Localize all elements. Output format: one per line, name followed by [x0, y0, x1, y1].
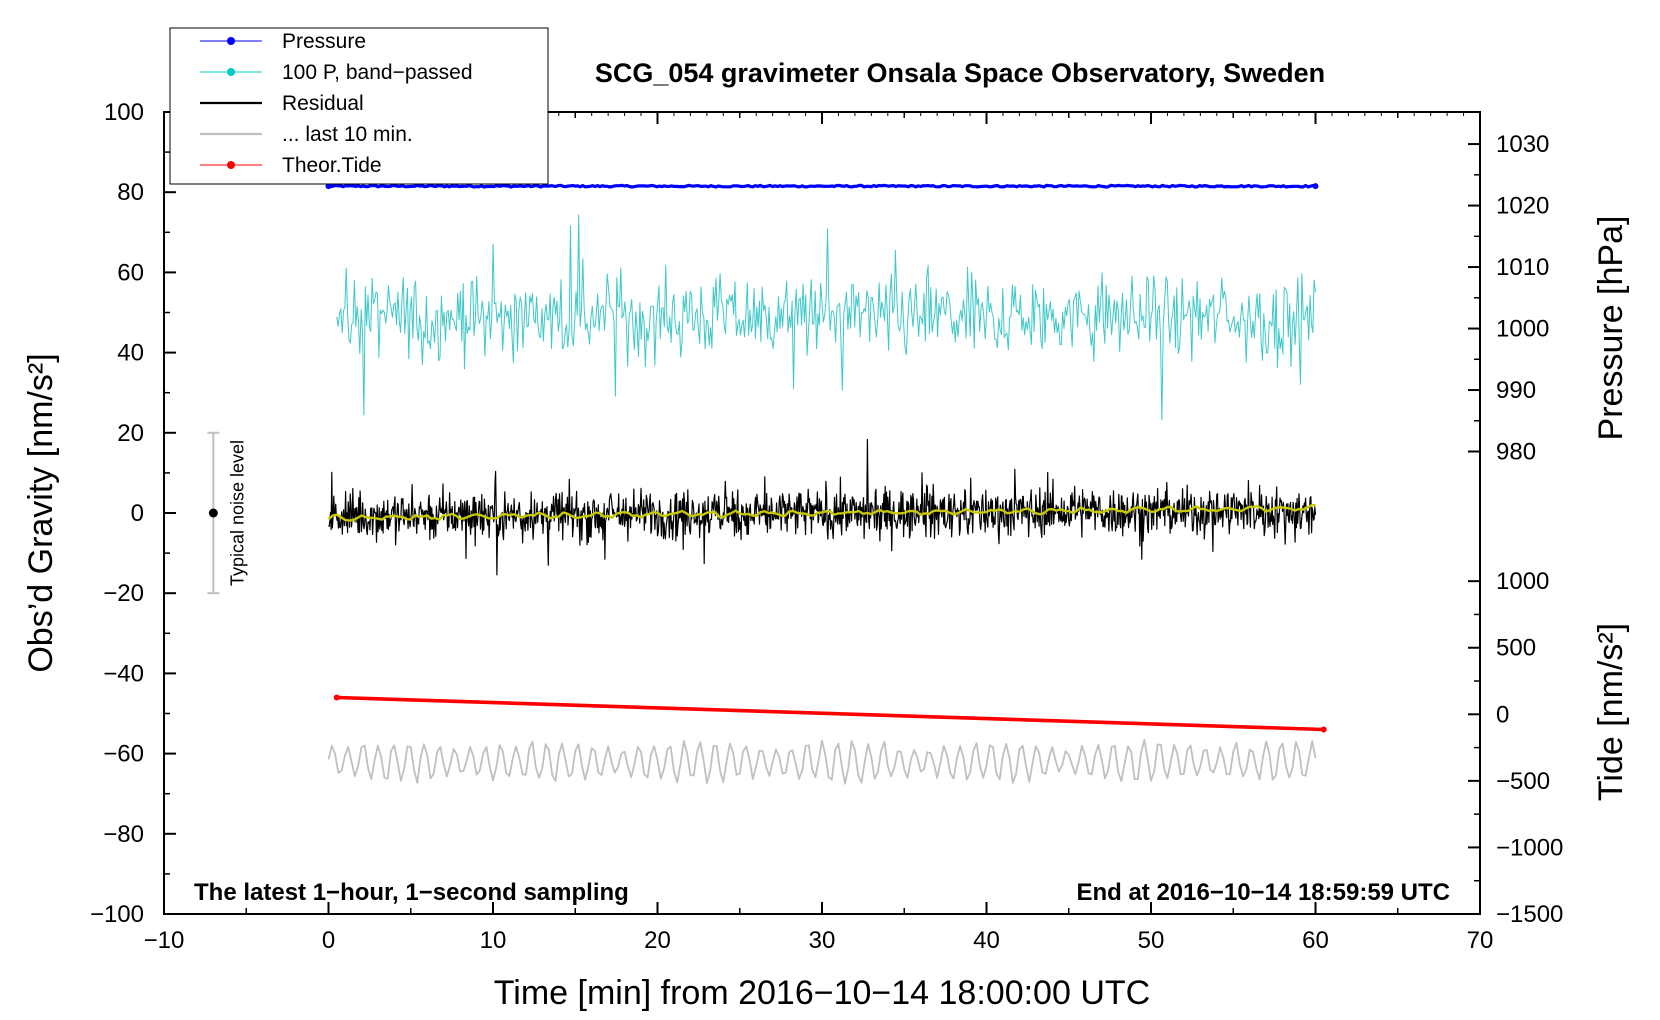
x-tick-label: 70	[1467, 927, 1494, 954]
x-tick-label: 60	[1302, 927, 1329, 954]
plot-frame	[163, 111, 1481, 915]
tide-tick-label: −500	[1496, 768, 1550, 795]
pressure-tick-label: 980	[1496, 439, 1536, 466]
y-axis-title-left: Obs’d Gravity [nm/s²]	[22, 353, 60, 672]
y-tick-label: −20	[103, 580, 144, 607]
y-tick-label: 40	[117, 340, 144, 367]
x-tick-label: −10	[144, 927, 185, 954]
y-tick-label: 0	[131, 500, 144, 527]
y-tick-label: 60	[117, 259, 144, 286]
annotation-right: End at 2016−10−14 18:59:59 UTC	[1076, 879, 1450, 906]
residual-smoothed-series	[327, 504, 1316, 522]
chart-title: SCG_054 gravimeter Onsala Space Observat…	[595, 58, 1325, 88]
y-axis-title-tide: Tide [nm/s²]	[1592, 623, 1630, 801]
pressure-end-marker	[1312, 183, 1319, 190]
x-axis-title: Time [min] from 2016−10−14 18:00:00 UTC	[494, 974, 1150, 1012]
pressure-tick-label: 1010	[1496, 254, 1549, 281]
y-tick-label: −80	[103, 821, 144, 848]
pressure-tick-label: 1020	[1496, 193, 1549, 220]
legend-swatch-marker	[227, 37, 235, 45]
tide-tick-label: 0	[1496, 701, 1509, 728]
x-tick-label: 50	[1138, 927, 1165, 954]
annotation-left: The latest 1−hour, 1−second sampling	[194, 879, 629, 906]
last-10-min-series	[327, 739, 1317, 785]
legend: Pressure 100 P, band−passed Residual ... la…	[169, 27, 549, 185]
x-tick-label: 20	[644, 927, 671, 954]
tide-start-marker	[333, 694, 340, 701]
legend-box	[169, 27, 549, 185]
x-tick-label: 30	[809, 927, 836, 954]
tide-end-marker	[1320, 726, 1327, 733]
pressure-tick-label: 1030	[1496, 131, 1549, 158]
noise-level-center-dot	[208, 508, 218, 518]
residual-series	[328, 438, 1317, 576]
noise-level-label: Typical noise level	[227, 440, 247, 586]
theoretical-tide-series	[336, 695, 1324, 732]
noise-level-indicator: Typical noise level	[207, 431, 247, 595]
tide-tick-label: 1000	[1496, 568, 1549, 595]
legend-label: Residual	[282, 92, 364, 115]
tide-tick-label: −1000	[1496, 834, 1563, 861]
legend-label: 100 P, band−passed	[282, 61, 473, 84]
legend-label: Theor.Tide	[282, 154, 382, 177]
y-tick-label: 80	[117, 179, 144, 206]
y-tick-label: −40	[103, 660, 144, 687]
series-layer	[325, 183, 1327, 785]
x-tick-label: 10	[480, 927, 507, 954]
pressure-series	[328, 183, 1316, 189]
legend-label: ... last 10 min.	[282, 123, 413, 146]
pressure-tick-label: 990	[1496, 377, 1536, 404]
legend-swatch-marker	[227, 161, 235, 169]
pressure-tick-label: 1000	[1496, 316, 1549, 343]
y-tick-label: −60	[103, 741, 144, 768]
y-axis-title-pressure: Pressure [hPa]	[1592, 216, 1630, 441]
y-tick-label: 20	[117, 420, 144, 447]
tide-tick-label: 500	[1496, 635, 1536, 662]
legend-items: Pressure 100 P, band−passed Residual ... la…	[200, 30, 473, 177]
pressure-start-marker	[325, 183, 332, 190]
y-tick-label: 100	[104, 99, 144, 126]
tide-tick-label: −1500	[1496, 901, 1563, 928]
x-tick-label: 40	[973, 927, 1000, 954]
legend-label: Pressure	[282, 30, 366, 53]
legend-swatch-marker	[227, 68, 235, 76]
x-tick-label: 0	[322, 927, 335, 954]
y-tick-label: −100	[90, 901, 144, 928]
bandpassed-pressure-series	[336, 214, 1316, 421]
